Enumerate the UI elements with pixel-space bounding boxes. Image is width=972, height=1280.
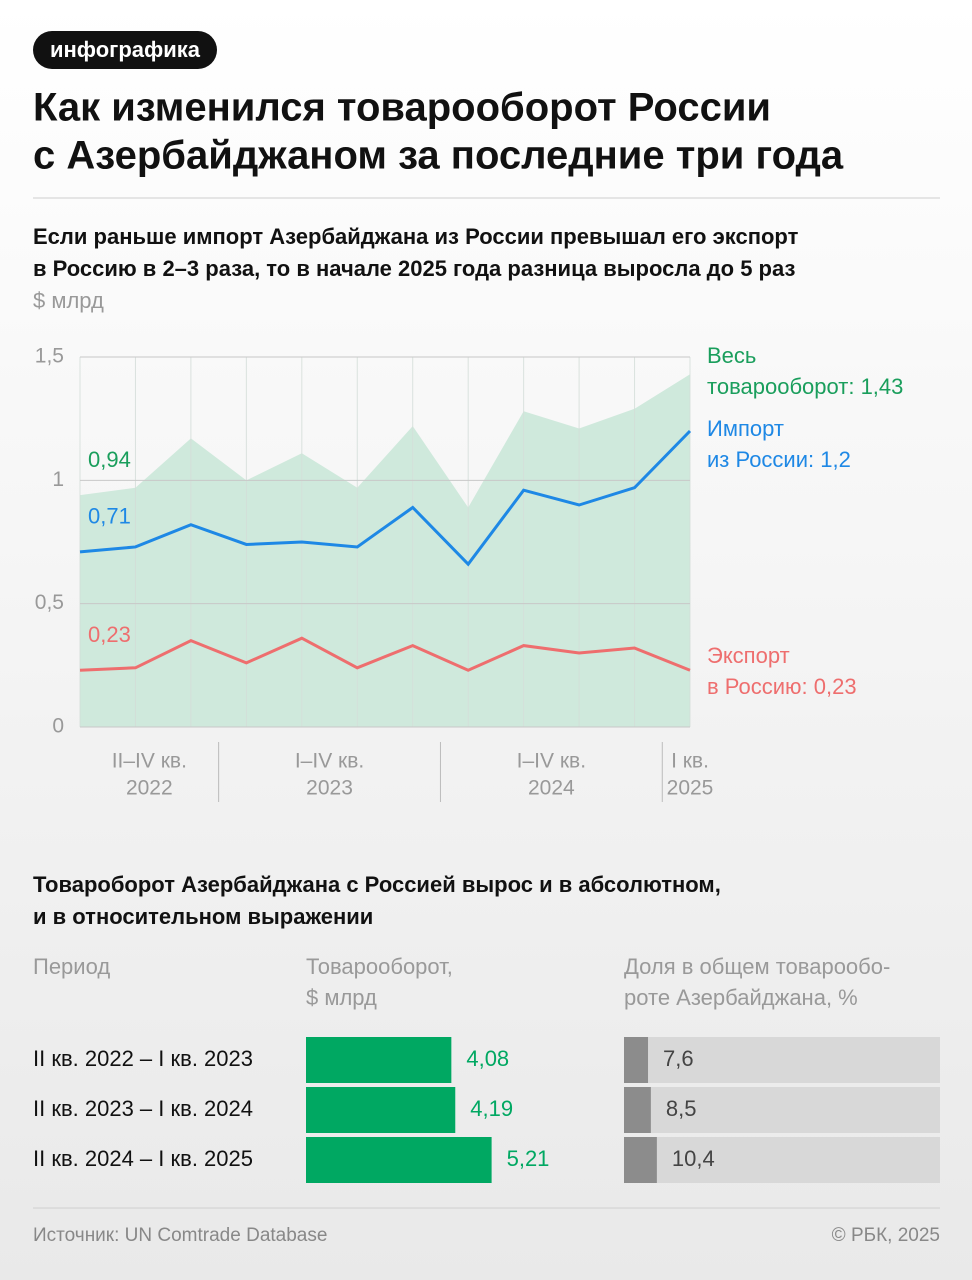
x-group-label: I–IV кв. xyxy=(517,750,586,773)
value-label: 5,21 xyxy=(507,1146,550,1171)
column-header: Доля в общем товарообо- xyxy=(624,954,890,979)
row-label: II кв. 2023 – I кв. 2024 xyxy=(33,1096,253,1121)
value-label: 10,4 xyxy=(672,1146,715,1171)
bar-track xyxy=(624,1037,940,1083)
unit: $ млрд xyxy=(33,288,104,313)
bar xyxy=(306,1137,492,1183)
subtitle-line: и в относительном выражении xyxy=(33,904,373,929)
bar-track xyxy=(624,1137,940,1183)
bar xyxy=(624,1137,657,1183)
bar-track xyxy=(624,1087,940,1133)
row-label: II кв. 2024 – I кв. 2025 xyxy=(33,1146,253,1171)
x-group-label: I–IV кв. xyxy=(295,750,364,773)
row-label: II кв. 2022 – I кв. 2023 xyxy=(33,1046,253,1071)
x-group-label: II–IV кв. xyxy=(112,750,187,773)
x-group-label: I кв. xyxy=(671,750,709,773)
title-line: Как изменился товарооборот России xyxy=(33,86,771,130)
column-header: $ млрд xyxy=(306,985,377,1010)
bar xyxy=(624,1087,651,1133)
column-header: Товарооборот, xyxy=(306,954,453,979)
line xyxy=(79,636,691,672)
source: Источник: UN Comtrade Database xyxy=(33,1225,327,1246)
legend-label: в Россию: 0,23 xyxy=(707,674,857,699)
area xyxy=(80,374,690,727)
x-group-label: 2025 xyxy=(667,777,714,800)
column-header: роте Азербайджана, % xyxy=(624,985,858,1010)
subtitle-line: в Россию в 2–3 раза, то в начале 2025 го… xyxy=(33,256,795,281)
value-label: 0,71 xyxy=(88,504,131,529)
bar xyxy=(306,1087,456,1133)
legend-label: Экспорт xyxy=(707,643,790,668)
column-header: Период xyxy=(33,954,110,979)
value-label: 8,5 xyxy=(666,1096,697,1121)
value-label: 4,08 xyxy=(466,1046,509,1071)
tag: инфографика xyxy=(50,37,201,62)
y-tick-label: 1 xyxy=(52,468,64,491)
x-group-label: 2022 xyxy=(126,777,173,800)
y-tick-label: 0,5 xyxy=(35,591,64,614)
title-line: с Азербайджаном за последние три года xyxy=(33,134,844,178)
value-label: 4,19 xyxy=(470,1096,513,1121)
legend-label: из России: 1,2 xyxy=(707,447,851,472)
value-label: 0,23 xyxy=(88,622,131,647)
y-tick-label: 0 xyxy=(52,715,64,738)
bar xyxy=(624,1037,649,1083)
legend-label: товарооборот: 1,43 xyxy=(707,374,903,399)
x-group-label: 2024 xyxy=(528,777,575,800)
subtitle-line: Если раньше импорт Азербайджана из Росси… xyxy=(33,224,799,249)
subtitle-line: Товароборот Азербайджана с Россией вырос… xyxy=(33,872,721,897)
bar xyxy=(306,1037,452,1083)
line xyxy=(79,429,692,567)
value-label: 0,94 xyxy=(88,447,131,472)
tag-pill xyxy=(33,31,217,69)
copyright: © РБК, 2025 xyxy=(832,1225,940,1246)
value-label: 7,6 xyxy=(663,1046,694,1071)
legend-label: Весь xyxy=(707,343,756,368)
legend-label: Импорт xyxy=(707,416,784,441)
x-group-label: 2023 xyxy=(306,777,353,800)
y-tick-label: 1,5 xyxy=(35,345,64,368)
